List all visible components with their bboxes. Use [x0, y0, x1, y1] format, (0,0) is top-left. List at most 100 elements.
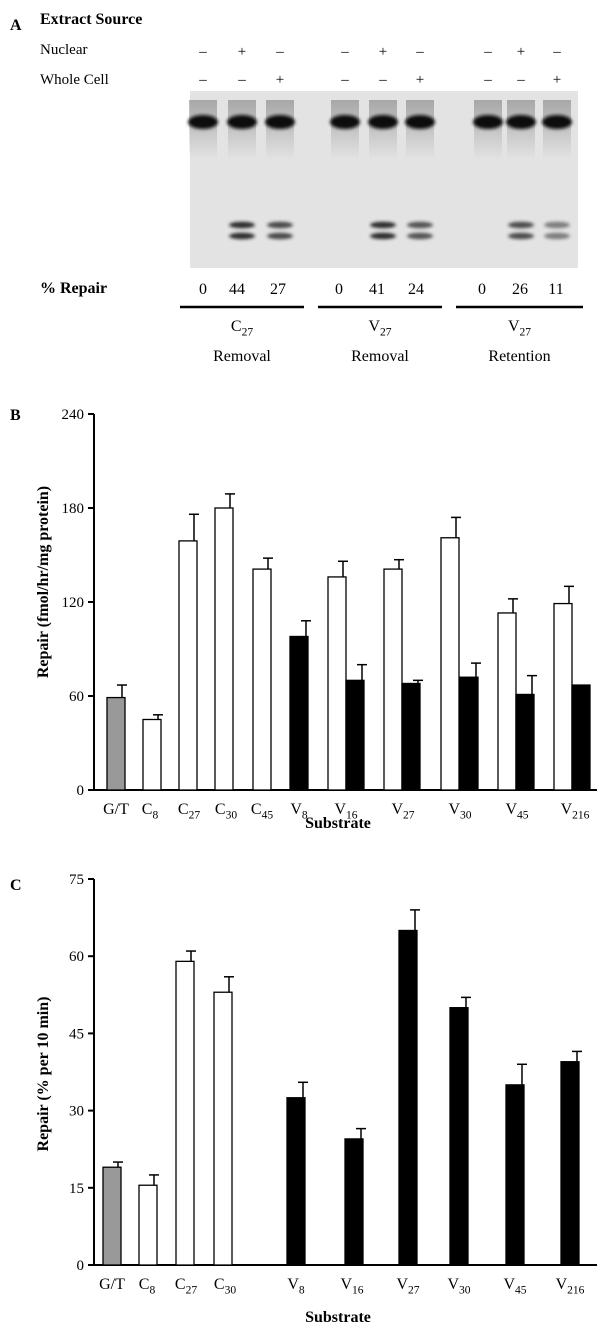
panel-c-category-label-4: C30: [214, 1276, 236, 1296]
panel-b-bar-3: [178, 540, 198, 791]
panel-b-ytick-label-60: 60: [69, 689, 84, 705]
panel-a-gel: A Extract Source Nuclear Whole Cell – + – –…: [10, 11, 583, 365]
panel-a-label: A: [10, 17, 22, 34]
panel-c-category-label-5-base: V: [287, 1276, 299, 1293]
extract-source-header: Extract Source: [40, 11, 142, 28]
panel-b-category-label-8-base: V: [391, 801, 403, 818]
panel-b-category-label-4: C30: [215, 801, 237, 821]
panel-b-category-label-7: V16: [334, 801, 357, 821]
panel-c-category-label-10-base: V: [556, 1276, 568, 1293]
panel-c-ytick-label-75: 75: [69, 872, 84, 888]
gel-product-band-lower-lane-5: [370, 232, 396, 240]
panel-b-category-label-5-sub: 45: [262, 809, 274, 821]
panel-b-category-label-11-base: V: [561, 801, 573, 818]
panel-b-xlabel: Substrate: [305, 815, 371, 832]
gel-substrate-band-lane-5: [368, 115, 398, 129]
panel-b-category-label-6-base: V: [290, 801, 302, 818]
gel-product-band-lower-lane-2: [229, 232, 255, 240]
gel-smear-lane-8: [507, 100, 535, 160]
panel-c-category-label-3-sub: 27: [186, 1284, 198, 1296]
gel-smear-lane-1: [189, 100, 217, 160]
panel-b-category-label-4-base: C: [215, 801, 226, 818]
gel-substrate-band-lane-2: [227, 115, 257, 129]
whole-cell-lane-6-symbol: +: [416, 72, 424, 88]
panel-c-bar-2: [138, 1184, 158, 1266]
gel-substrate-band-lane-4: [330, 115, 360, 129]
panel-b-label: B: [10, 407, 21, 424]
panel-c-bar-3: [175, 960, 195, 1266]
panel-b-category-label-3-sub: 27: [189, 809, 201, 821]
panel-b-ytick-label-240: 240: [62, 407, 85, 423]
panel-c-category-label-2-base: C: [139, 1276, 150, 1293]
gel-substrate-band-lane-6: [405, 115, 435, 129]
panel-b-category-label-9-base: V: [448, 801, 460, 818]
panel-b-category-label-7-base: V: [334, 801, 346, 818]
panel-c-bar-7: [398, 929, 418, 1266]
panel-c-ytick-label-45: 45: [69, 1026, 84, 1042]
repair-row-label: % Repair: [40, 280, 107, 297]
gel-smear-lane-6: [406, 100, 434, 160]
repair-value-lane-9: 11: [548, 281, 563, 298]
panel-c-category-label-10-sub: 216: [567, 1284, 585, 1296]
panel-c-category-label-2: C8: [139, 1276, 156, 1296]
panel-b-bar-13: [497, 612, 517, 791]
gel-product-band-upper-lane-6: [407, 221, 433, 229]
panel-b-category-label-10-sub: 45: [517, 809, 529, 821]
group-2-caption: Removal: [351, 348, 409, 365]
panel-c-category-label-8-base: V: [447, 1276, 459, 1293]
group-1-substrate: C27: [231, 318, 253, 338]
gel-lanes: [188, 100, 572, 240]
nuclear-lane-1-symbol: –: [198, 44, 207, 60]
panel-c-category-label-7-base: V: [396, 1276, 408, 1293]
panel-b-category-label-7-sub: 16: [346, 809, 358, 821]
panel-c-category-label-6-sub: 16: [352, 1284, 364, 1296]
panel-b-category-label-11-sub: 216: [572, 809, 590, 821]
panel-b-ylabel: Repair (fmol/hr/mg protein): [35, 486, 52, 678]
panel-c-bar-4: [213, 991, 233, 1266]
panel-b-category-label-8-sub: 27: [403, 809, 415, 821]
panel-b-category-label-2: C8: [142, 801, 159, 821]
panel-c-bar-1: [102, 1166, 122, 1266]
panel-b-category-label-6-sub: 8: [302, 809, 308, 821]
panel-c-ytick-label-60: 60: [69, 949, 84, 965]
whole-cell-lane-3-symbol: +: [276, 72, 284, 88]
panel-b-category-label-2-base: C: [142, 801, 153, 818]
panel-c-category-label-7-sub: 27: [408, 1284, 420, 1296]
repair-value-lane-2: 44: [229, 281, 245, 298]
repair-value-lane-8: 26: [512, 281, 528, 298]
panel-c-category-label-1: G/T: [99, 1276, 125, 1293]
whole-cell-lane-4-symbol: –: [340, 72, 349, 88]
panel-b-category-label-3: C27: [178, 801, 200, 821]
panel-b-category-label-1-base: G/T: [103, 801, 129, 818]
panel-b-category-label-9-sub: 30: [460, 809, 472, 821]
panel-c-category-label-6: V16: [340, 1276, 363, 1296]
gel-substrate-band-lane-7: [473, 115, 503, 129]
gel-product-band-lower-lane-9: [544, 232, 570, 240]
panel-b-ytick-label-120: 120: [62, 595, 85, 611]
panel-b-bar-7: [327, 576, 347, 791]
nuclear-lane-3-symbol: –: [275, 44, 284, 60]
panel-c-category-label-9-sub: 45: [515, 1284, 527, 1296]
panel-b-bar-16: [571, 684, 591, 791]
group-2-substrate-base: V: [368, 318, 380, 335]
panel-c-category-label-4-sub: 30: [225, 1284, 237, 1296]
gel-product-band-lower-lane-6: [407, 232, 433, 240]
panel-b-category-label-5-base: C: [251, 801, 262, 818]
panel-c-category-label-2-sub: 8: [149, 1284, 155, 1296]
panel-b-category-label-10: V45: [505, 801, 528, 821]
panel-c-category-label-5: V8: [287, 1276, 305, 1296]
panel-c-bar-8: [449, 1007, 469, 1266]
panel-c-category-label-3-base: C: [175, 1276, 186, 1293]
panel-c-category-label-1-base: G/T: [99, 1276, 125, 1293]
gel-smear-lane-5: [369, 100, 397, 160]
panel-c-bar-9: [505, 1084, 525, 1266]
group-1-substrate-base: C: [231, 318, 242, 335]
repair-value-lane-4: 0: [335, 281, 343, 298]
panel-b-bar-4: [214, 507, 234, 791]
panel-b-category-label-6: V8: [290, 801, 308, 821]
panel-c-category-label-8-sub: 30: [459, 1284, 471, 1296]
panel-b-category-label-11: V216: [561, 801, 590, 821]
